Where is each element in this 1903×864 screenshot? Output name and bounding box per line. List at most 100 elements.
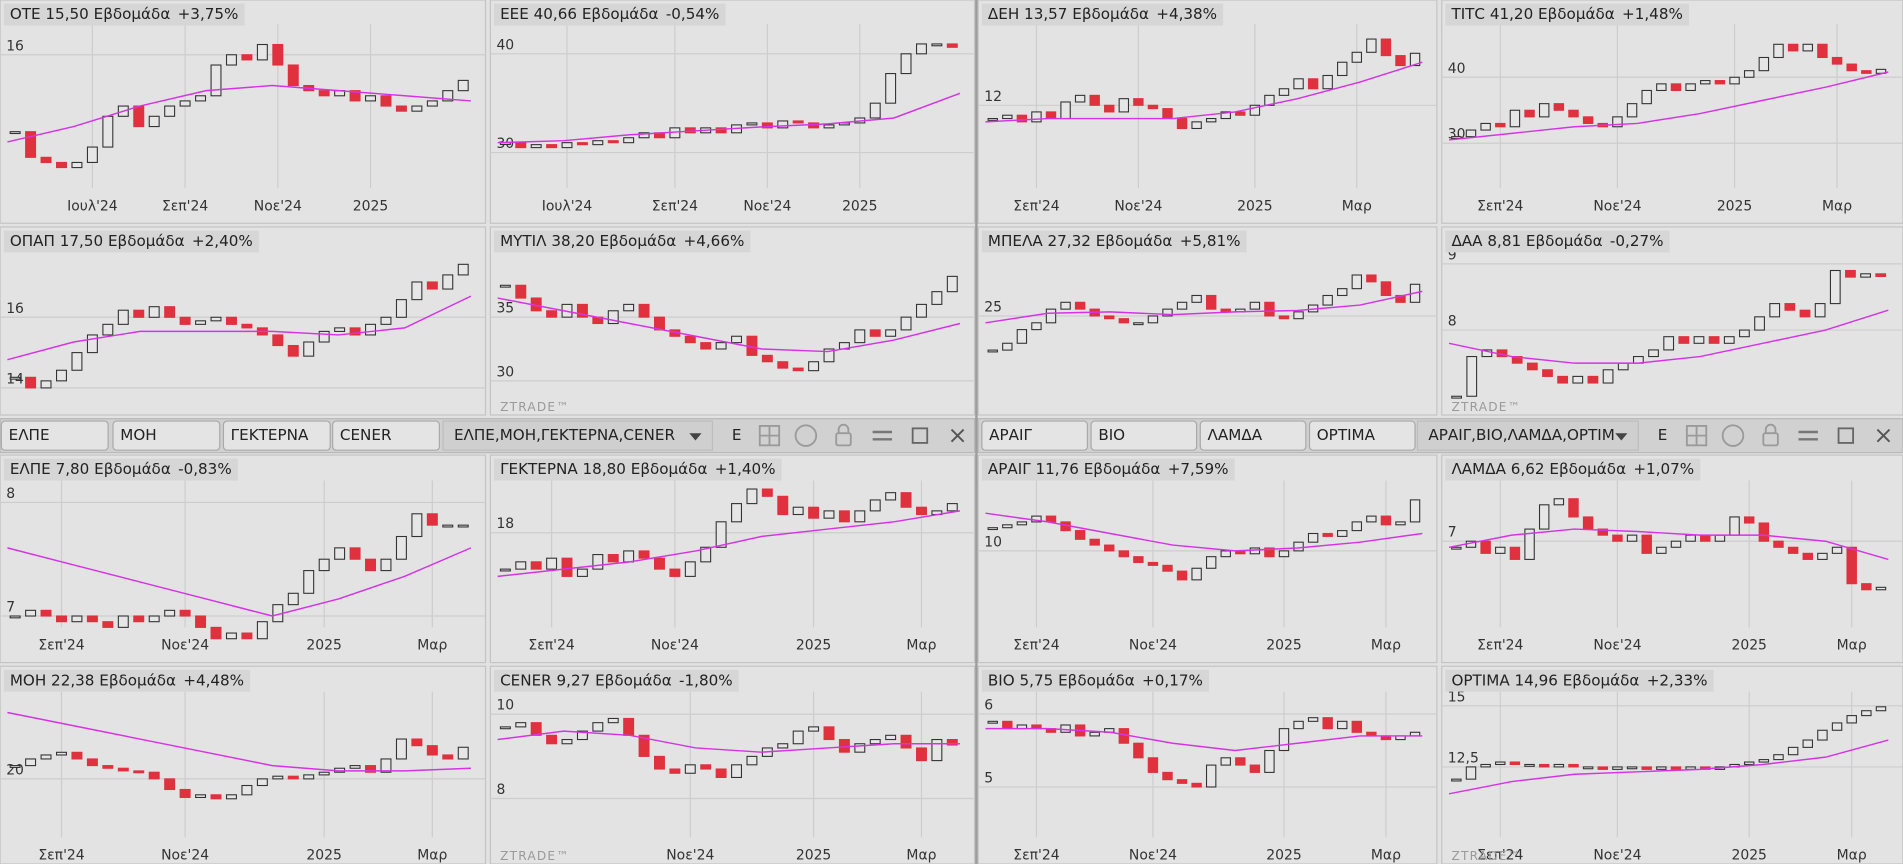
candle [777, 361, 789, 369]
candle [1553, 763, 1565, 768]
candle [1002, 114, 1013, 120]
moving-average [985, 727, 1423, 752]
x-tick-label: 2025 [353, 198, 388, 214]
candle [1089, 731, 1100, 737]
candle [1612, 766, 1623, 770]
chart-title: ΑΡΑΙΓ 11,76 Εβδομάδα [988, 460, 1161, 478]
icon-close[interactable] [1876, 428, 1891, 443]
chart-panel: 10 Σεπ'24 Νοε'24 2025 Μαρ ΑΡΑΙΓ 11,76 Εβδομάδ… [977, 454, 1438, 664]
candle [411, 738, 423, 747]
candle [365, 95, 377, 102]
candle [885, 492, 897, 501]
icon-close[interactable] [950, 428, 965, 443]
chart-panel: 15 12,5 Σεπ'24 Νοε'24 2025 Μαρ ZTRADE™ ΟΡΤΙΜΑ 1… [1441, 665, 1903, 864]
candle [241, 54, 253, 61]
tab[interactable] [112, 420, 221, 451]
candle [1860, 273, 1871, 278]
x-tick-label: 2025 [1731, 638, 1766, 654]
tab[interactable] [0, 420, 109, 451]
candle [179, 316, 191, 325]
candle [900, 316, 912, 331]
candle [303, 570, 315, 594]
icon-minimize[interactable] [1798, 430, 1818, 441]
candle [684, 561, 696, 577]
change: +4,48% [183, 671, 244, 689]
candle [1480, 540, 1491, 554]
watermark: ZTRADE™ [1451, 849, 1521, 863]
candle [1597, 766, 1609, 770]
change: +1,07% [1633, 460, 1694, 478]
candle [1875, 706, 1887, 712]
candle [1817, 552, 1828, 560]
candle [56, 161, 67, 169]
candle [102, 115, 114, 148]
tab-bar: ΕΛΠΕ ΜΟΗ ΓΕΚΤΕΡΝΑ CENER ΕΛΠΕ,ΜΟΗ,ΓΕΚΤΕΡΝΑ,CE… [0, 418, 976, 454]
x-tick-label: Μαρ [906, 848, 936, 864]
candle [1366, 515, 1377, 523]
chart-title: ΕΛΠΕ 7,80 Εβδομάδα [10, 460, 171, 478]
candle [303, 774, 315, 780]
panel-bg [489, 226, 976, 416]
candle [823, 726, 835, 741]
candle [623, 137, 635, 144]
dropdown-arrow[interactable] [1615, 433, 1628, 441]
candle [210, 626, 222, 640]
change: +5,81% [1180, 232, 1241, 250]
candle [411, 105, 423, 112]
candle [1147, 757, 1159, 773]
chart-panel: 18 Σεπ'24 Νοε'24 2025 Μαρ ΓΕΚΤΕΡΝΑ 18,80 Εβδο… [489, 454, 976, 664]
icon-lock-shackle [837, 423, 850, 434]
y-tick-label: 20 [6, 762, 24, 778]
candle [1831, 722, 1843, 731]
candle [1597, 528, 1609, 536]
chart-panel: 8 9 ZTRADE™ ΔΑΑ 8,81 Εβδομάδα -0,27% [1441, 226, 1903, 416]
candle [1264, 301, 1275, 317]
tab[interactable] [1090, 420, 1198, 451]
candle [1016, 329, 1028, 344]
dropdown-arrow[interactable] [689, 433, 702, 441]
tab[interactable] [981, 420, 1089, 451]
icon-quote[interactable] [1721, 424, 1745, 447]
candle [515, 722, 527, 728]
candle [1743, 70, 1755, 78]
candle [1278, 315, 1290, 320]
candle [1814, 303, 1826, 318]
candle [1118, 318, 1130, 324]
header-bg [494, 669, 739, 692]
moving-average [1448, 739, 1889, 795]
tab[interactable] [222, 420, 331, 451]
candle [380, 558, 392, 572]
candle [1617, 362, 1629, 371]
candle [1670, 766, 1682, 770]
change: +7,59% [1168, 460, 1229, 478]
candle [915, 747, 927, 762]
tab[interactable] [1199, 420, 1307, 451]
x-tick-label: 2025 [1237, 198, 1272, 214]
candle [1739, 329, 1750, 338]
candle [561, 557, 573, 577]
icon-maximize[interactable] [911, 427, 929, 444]
tab[interactable] [1308, 420, 1416, 451]
combo-box[interactable] [1416, 420, 1639, 451]
candle [838, 738, 850, 753]
candle [1495, 546, 1506, 554]
candle [395, 299, 407, 318]
icon-quote[interactable] [794, 424, 818, 447]
icon-maximize[interactable] [1837, 427, 1855, 444]
candle [256, 778, 268, 787]
candle [287, 775, 299, 780]
candle [746, 122, 758, 126]
combo-box[interactable] [442, 420, 714, 451]
candle [1205, 764, 1217, 788]
chart-title: ΓΕΚΤΕΡΝΑ 18,80 Εβδομάδα [500, 460, 707, 478]
candle [1495, 761, 1506, 766]
candle [731, 503, 743, 523]
icon-lock[interactable] [1762, 432, 1779, 447]
candle [349, 327, 361, 336]
tab[interactable] [332, 420, 441, 451]
moving-average [1448, 528, 1889, 561]
icon-minimize[interactable] [872, 430, 893, 441]
icon-lock[interactable] [835, 432, 852, 447]
candle [1582, 516, 1594, 530]
candle [133, 770, 145, 774]
